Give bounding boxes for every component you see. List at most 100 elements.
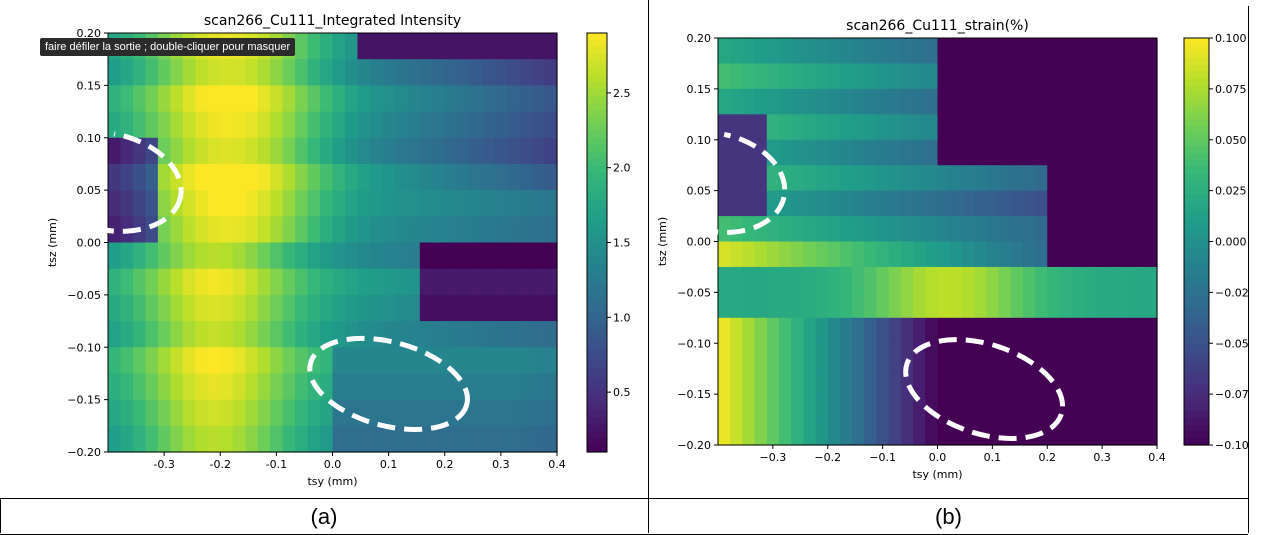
colorbar-segment (587, 312, 607, 320)
heatmap-cell (195, 111, 209, 139)
heatmap-cell (1071, 266, 1085, 293)
heatmap-cell (1059, 216, 1073, 243)
colorbar-segment (1184, 309, 1209, 317)
heatmap-cell (730, 419, 743, 446)
heatmap-cell (295, 111, 309, 139)
heatmap-cell (754, 419, 768, 446)
heatmap-cell (949, 165, 963, 192)
heatmap-cell (1035, 190, 1048, 217)
heatmap-cell (232, 59, 246, 86)
heatmap-cell (986, 216, 1000, 243)
heatmap-cell (1144, 216, 1158, 243)
y-tick-label: 0.00 (77, 237, 102, 250)
heatmap-cell (1096, 165, 1109, 192)
heatmap-cell (320, 85, 334, 113)
heatmap-cell (974, 241, 987, 268)
heatmap-cell (295, 425, 309, 453)
heatmap-cell (1071, 241, 1085, 268)
heatmap-cell (1120, 88, 1134, 115)
colorbar-segment (1184, 255, 1209, 263)
heatmap-cell (344, 137, 359, 165)
colorbar-tick-label: −0.075 (1215, 388, 1248, 401)
heatmap-cell (925, 343, 939, 370)
heatmap-cell (986, 343, 1000, 370)
heatmap-cell (332, 294, 346, 322)
heatmap-cell (157, 163, 171, 191)
heatmap-cell (295, 85, 309, 113)
heatmap-cell (257, 347, 271, 375)
heatmap-cell (839, 419, 853, 446)
heatmap-cell (961, 241, 975, 268)
heatmap-cell (132, 399, 147, 427)
colorbar-segment (587, 102, 607, 111)
heatmap-cell (145, 163, 159, 191)
heatmap-cell (295, 347, 309, 375)
heatmap-cell (913, 317, 926, 344)
heatmap-cell (913, 292, 926, 319)
heatmap-cell (469, 163, 483, 191)
panel-strain: scan266_Cu111_strain(%) −0.3 −0.2 −0.1 0.0 0.… (648, 0, 1256, 498)
heatmap-cell (444, 268, 458, 296)
heatmap-cell (182, 216, 196, 244)
heatmap-cell (1083, 38, 1097, 65)
heatmap-cell (245, 399, 259, 427)
output-tooltip[interactable]: faire défiler la sortie ; double-cliquer… (40, 38, 296, 56)
heatmap-cell (344, 242, 359, 270)
heatmap-cell (507, 59, 521, 86)
heatmap-cell (815, 165, 829, 192)
heatmap-cell (986, 165, 1000, 192)
heatmap-cell (1035, 317, 1048, 344)
heatmap-cell (778, 368, 792, 395)
heatmap-cell (519, 425, 533, 453)
heatmap-cell (827, 241, 841, 268)
heatmap-cell (791, 63, 804, 90)
heatmap-cell (544, 321, 558, 348)
heatmap-cell (718, 139, 731, 166)
colorbar-segment (587, 410, 607, 418)
heatmap-cell (182, 190, 196, 217)
heatmap-cell (803, 165, 817, 192)
heatmap-cell (270, 268, 284, 296)
colorbar-segment (587, 326, 607, 334)
heatmap-cell (282, 242, 296, 270)
heatmap-cell (1132, 343, 1146, 370)
heatmap-cell (1120, 368, 1134, 395)
heatmap-cell (864, 292, 878, 319)
heatmap-cell (815, 88, 829, 115)
heatmap-cell (432, 216, 446, 244)
heatmap-cell (419, 425, 433, 453)
heatmap-cell (766, 419, 780, 446)
heatmap-cell (839, 38, 853, 65)
colorbar-segment (587, 207, 607, 216)
heatmap-cell (766, 114, 780, 141)
heatmap-cell (742, 292, 756, 319)
heatmap-cell (195, 190, 209, 217)
colorbar-segment (1184, 85, 1209, 93)
colorbar-segment (1184, 221, 1209, 229)
heatmap-cell (257, 399, 271, 427)
heatmap-cell (195, 137, 209, 165)
heatmap-cell (742, 114, 756, 141)
heatmap-cell (1096, 266, 1109, 293)
heatmap-cell (457, 347, 471, 375)
heatmap-cell (1083, 139, 1097, 166)
colorbar-segment (1184, 146, 1209, 154)
colorbar-segment (1184, 417, 1209, 426)
heatmap-cell (307, 33, 321, 60)
heatmap-cell (344, 59, 359, 86)
heatmap-cell (1120, 394, 1134, 421)
heatmap-cell (1047, 38, 1061, 65)
colorbar-segment (587, 137, 607, 146)
heatmap-cell (803, 292, 817, 319)
heatmap-cell (307, 137, 321, 165)
heatmap-cell (1083, 63, 1097, 90)
colorbar-segment (1184, 71, 1209, 80)
x-tick-label: -0.2 (210, 458, 231, 471)
heatmap-cell (986, 63, 1000, 90)
heatmap-cell (754, 63, 768, 90)
heatmap-cell (913, 266, 926, 293)
heatmap-cell (182, 59, 196, 86)
heatmap-cell (369, 163, 383, 191)
heatmap-cell (145, 137, 159, 165)
heatmap-cell (320, 163, 334, 191)
